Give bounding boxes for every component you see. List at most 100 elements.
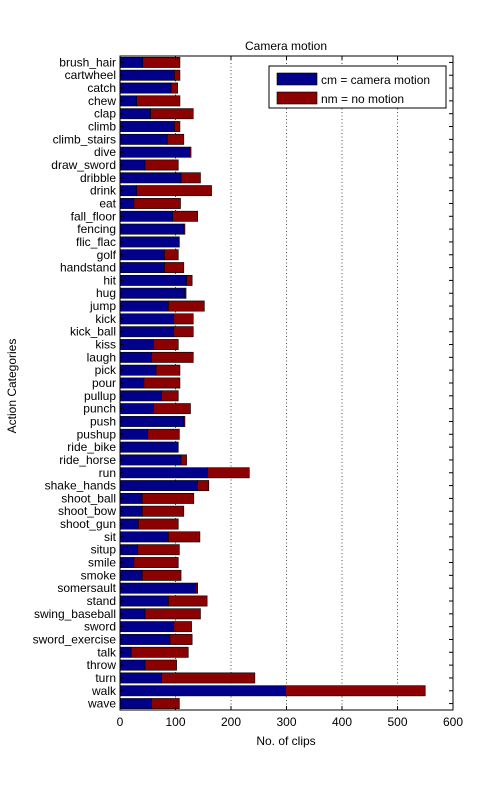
bar-no-motion bbox=[166, 133, 185, 145]
bar-no-motion bbox=[173, 621, 192, 633]
category-label: turn bbox=[95, 671, 116, 685]
bar-no-motion bbox=[143, 377, 181, 389]
bar-no-motion bbox=[180, 454, 187, 466]
category-label: shoot_bow bbox=[58, 504, 116, 518]
bar-no-motion bbox=[153, 403, 191, 415]
bar-no-motion bbox=[136, 185, 212, 197]
category-label: ride_bike bbox=[67, 440, 116, 454]
bar-no-motion bbox=[173, 313, 194, 325]
bar-camera-motion bbox=[119, 403, 154, 415]
bar-no-motion bbox=[138, 518, 179, 530]
x-tick-label: 300 bbox=[276, 715, 296, 729]
bar-camera-motion bbox=[119, 82, 172, 94]
bar-no-motion bbox=[167, 595, 208, 607]
bar-camera-motion bbox=[119, 621, 175, 633]
bar-camera-motion bbox=[119, 326, 175, 338]
bar-no-motion bbox=[142, 56, 181, 68]
bar-no-motion bbox=[169, 634, 193, 645]
category-label: somersault bbox=[57, 581, 116, 595]
bar-no-motion bbox=[172, 210, 199, 222]
bar-no-motion bbox=[144, 659, 177, 671]
category-label: dive bbox=[94, 145, 116, 159]
axis-ticks bbox=[119, 56, 454, 710]
category-label: hit bbox=[103, 273, 116, 287]
category-label: brush_hair bbox=[59, 55, 116, 69]
bar-no-motion bbox=[155, 364, 181, 376]
x-tick-labels: 0 100 200 300 400 500 600 bbox=[117, 715, 464, 729]
category-label: catch bbox=[87, 81, 116, 95]
bar-camera-motion bbox=[119, 595, 169, 607]
category-label: draw_sword bbox=[51, 158, 116, 172]
bar-camera-motion bbox=[119, 672, 162, 684]
bar-no-motion bbox=[161, 390, 179, 402]
bar-camera-motion bbox=[119, 390, 162, 402]
category-label: cartwheel bbox=[65, 68, 116, 82]
category-label: dribble bbox=[80, 171, 116, 185]
category-label: swing_baseball bbox=[34, 607, 116, 621]
category-label: kiss bbox=[95, 338, 116, 352]
bar-no-motion bbox=[186, 274, 193, 286]
bar-no-motion bbox=[170, 82, 179, 94]
category-label: sword_exercise bbox=[33, 632, 117, 646]
legend-label-no-motion: nm = no motion bbox=[321, 92, 404, 106]
bar-no-motion bbox=[137, 544, 180, 556]
category-label: sit bbox=[104, 530, 117, 544]
bar-no-motion bbox=[141, 492, 195, 504]
y-axis-label: Action Categories bbox=[5, 339, 19, 434]
category-label: laugh bbox=[87, 350, 116, 364]
category-label: kick bbox=[95, 312, 117, 326]
category-label: jump bbox=[89, 299, 116, 313]
bar-no-motion bbox=[133, 557, 179, 568]
bar-camera-motion bbox=[119, 351, 152, 363]
bar-camera-motion bbox=[119, 480, 198, 492]
x-tick-label: 100 bbox=[165, 715, 185, 729]
bar-camera-motion bbox=[119, 223, 185, 235]
category-label: chew bbox=[88, 94, 116, 108]
bar-camera-motion bbox=[119, 287, 186, 299]
bar-no-motion bbox=[151, 698, 180, 710]
bar-no-motion bbox=[144, 159, 179, 171]
bar-camera-motion bbox=[119, 454, 182, 466]
bar-camera-motion bbox=[119, 300, 169, 312]
category-label: stand bbox=[87, 594, 116, 608]
bar-no-motion bbox=[197, 480, 210, 492]
bar-camera-motion bbox=[119, 428, 149, 440]
x-tick-label: 400 bbox=[332, 715, 352, 729]
category-label: flic_flac bbox=[76, 235, 116, 249]
legend-label-camera-motion: cm = camera motion bbox=[321, 73, 430, 87]
bar-camera-motion bbox=[119, 467, 208, 479]
bar-no-motion bbox=[136, 95, 181, 107]
bar-no-motion bbox=[180, 172, 201, 184]
bar-camera-motion bbox=[119, 262, 165, 274]
bar-no-motion bbox=[147, 428, 180, 440]
bar-camera-motion bbox=[119, 685, 286, 697]
bar-no-motion bbox=[189, 146, 192, 158]
category-label: handstand bbox=[60, 261, 116, 275]
bar-no-motion bbox=[174, 121, 181, 132]
bar-no-motion bbox=[183, 416, 186, 427]
bar-camera-motion bbox=[119, 634, 171, 645]
bar-camera-motion bbox=[119, 249, 165, 261]
bar-no-motion bbox=[173, 326, 194, 338]
category-label: hug bbox=[96, 286, 116, 300]
category-label: fencing bbox=[77, 222, 116, 236]
legend-swatch-no-motion bbox=[276, 91, 318, 105]
bar-camera-motion bbox=[119, 441, 179, 453]
bar-no-motion bbox=[150, 108, 194, 120]
bar-camera-motion bbox=[119, 313, 175, 325]
x-axis-label: No. of clips bbox=[256, 734, 315, 748]
category-label: shake_hands bbox=[45, 479, 116, 493]
bar-camera-motion bbox=[119, 531, 169, 543]
category-label: drink bbox=[90, 184, 117, 198]
category-label: pushup bbox=[77, 427, 117, 441]
bar-camera-motion bbox=[119, 698, 152, 710]
bar-no-motion bbox=[174, 69, 181, 81]
grid-lines bbox=[175, 56, 398, 710]
bar-no-motion bbox=[285, 685, 426, 697]
bar-camera-motion bbox=[119, 416, 185, 427]
category-label: smoke bbox=[81, 568, 117, 582]
bar-no-motion bbox=[133, 198, 181, 209]
category-label: pick bbox=[95, 363, 117, 377]
bar-camera-motion bbox=[119, 236, 180, 248]
